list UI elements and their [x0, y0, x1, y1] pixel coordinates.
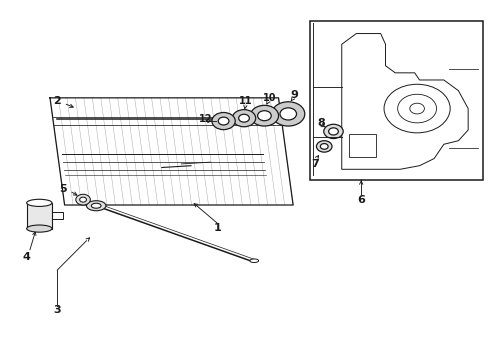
- Circle shape: [409, 103, 424, 114]
- Circle shape: [397, 94, 436, 123]
- Circle shape: [320, 144, 327, 149]
- Circle shape: [280, 108, 296, 120]
- Bar: [348, 134, 375, 157]
- Text: 7: 7: [310, 159, 318, 169]
- Text: 10: 10: [263, 93, 276, 103]
- Text: 1: 1: [213, 223, 221, 233]
- Text: 5: 5: [59, 184, 67, 194]
- Circle shape: [218, 117, 228, 125]
- Bar: [309, 21, 482, 180]
- Text: 3: 3: [53, 305, 61, 315]
- Circle shape: [383, 84, 449, 133]
- Circle shape: [328, 128, 338, 135]
- Ellipse shape: [249, 259, 258, 262]
- Ellipse shape: [27, 225, 52, 232]
- Circle shape: [271, 102, 304, 126]
- Polygon shape: [341, 33, 467, 169]
- Text: 9: 9: [289, 90, 297, 100]
- Circle shape: [250, 105, 278, 126]
- Circle shape: [80, 197, 86, 202]
- Ellipse shape: [91, 203, 101, 208]
- Circle shape: [316, 141, 331, 152]
- Circle shape: [211, 112, 235, 130]
- Ellipse shape: [86, 201, 106, 211]
- Circle shape: [323, 124, 343, 139]
- Text: 4: 4: [22, 252, 31, 262]
- Ellipse shape: [27, 199, 52, 206]
- Circle shape: [232, 110, 255, 127]
- Circle shape: [257, 111, 271, 121]
- Text: 12: 12: [199, 114, 212, 124]
- Bar: [27, 203, 52, 229]
- Circle shape: [76, 194, 90, 205]
- Text: 2: 2: [53, 96, 61, 107]
- Text: 6: 6: [357, 195, 365, 204]
- Text: 8: 8: [317, 118, 325, 128]
- Circle shape: [238, 114, 249, 122]
- Text: 11: 11: [239, 96, 252, 107]
